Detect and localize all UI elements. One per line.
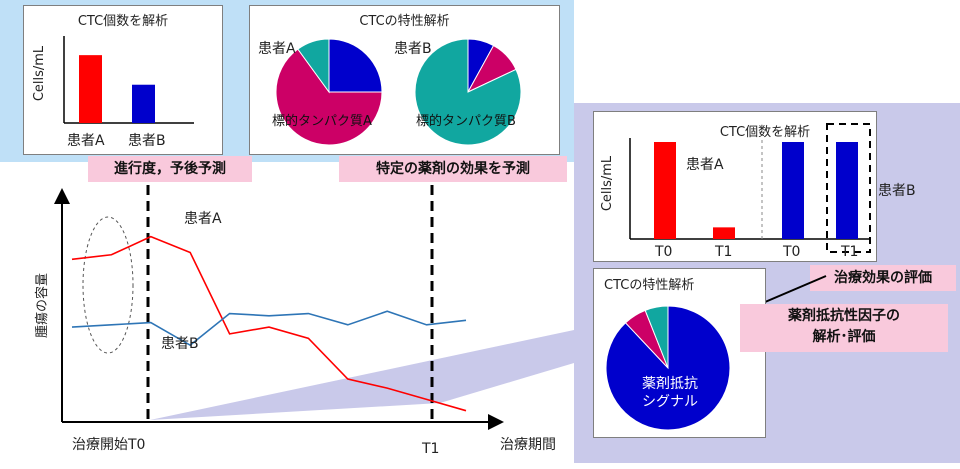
- pie-label-line2: シグナル: [642, 394, 698, 410]
- ctc-characteristics-panel-right: CTCの特性解析 薬剤抵抗 シグナル: [593, 268, 766, 438]
- right-patient-b-label: 患者B: [878, 183, 916, 199]
- pie-charts: [275, 38, 522, 146]
- bar-3: [836, 142, 858, 239]
- panel-title: CTC個数を解析: [77, 14, 169, 29]
- bar-1: [713, 227, 735, 239]
- tick-t1-b: T1: [841, 244, 859, 260]
- bar-a: [79, 55, 102, 123]
- pie-b-patient-label: 患者B: [394, 41, 432, 57]
- treatment-evaluation-box: 治療効果の評価: [810, 265, 956, 291]
- ctc-characteristics-panel: CTCの特性解析 患者A 標的タンパク質A 患者B 標的タンパク質B: [249, 5, 560, 155]
- pie-b-slice-label: 標的タンパク質B: [416, 114, 516, 129]
- pie-a-slice-0: [328, 38, 383, 93]
- panel-title: CTCの特性解析: [604, 278, 695, 293]
- resistance-factor-box: 薬剤抵抗性因子の 解析･評価: [740, 304, 948, 352]
- tick-t0-a: T0: [655, 244, 673, 260]
- progress-prediction-box: 進行度，予後予測: [88, 156, 252, 182]
- callout-wedge: [150, 330, 574, 420]
- x-tick-label-b: 患者B: [128, 133, 166, 149]
- series-line-b: [71, 310, 467, 347]
- ctc-count-panel: CTC個数を解析 Cells/mL 患者A 患者B: [23, 5, 223, 155]
- t1-label: T1: [422, 441, 440, 457]
- panel-title: CTC個数を解析: [719, 125, 811, 140]
- panel-title: CTCの特性解析: [359, 14, 450, 29]
- pie-b-slice-2: [414, 38, 522, 146]
- resistance-line2: 解析･評価: [812, 329, 876, 345]
- series-a-label: 患者A: [184, 211, 222, 227]
- tick-t0-b: T0: [783, 244, 801, 260]
- pie-a-slice-label: 標的タンパク質A: [272, 114, 372, 129]
- bar-2: [782, 142, 804, 239]
- series-b-label: 患者B: [161, 336, 199, 352]
- resistance-line1: 薬剤抵抗性因子の: [788, 308, 900, 324]
- pie-right-slice-2: [644, 305, 669, 369]
- patient-a-label: 患者A: [686, 157, 724, 173]
- main-x-axis-label: 治療期間: [500, 437, 556, 453]
- x-tick-label-a: 患者A: [67, 133, 105, 149]
- pie-label-line1: 薬剤抵抗: [642, 376, 698, 392]
- tick-t1-a: T1: [715, 244, 733, 260]
- bar-chart: [63, 36, 194, 124]
- drug-effect-prediction-box: 特定の薬剤の効果を予測: [339, 156, 567, 182]
- pie-a-slice-1: [275, 48, 383, 146]
- pie-chart: [605, 305, 731, 431]
- bar-b: [132, 84, 155, 123]
- t0-label: 治療開始T0: [72, 437, 146, 453]
- pie-a-patient-label: 患者A: [258, 41, 296, 57]
- bar-chart: [629, 123, 871, 253]
- series-line-a: [71, 235, 467, 412]
- ctc-count-time-panel: CTC個数を解析 Cells/mL 患者A T0 T1 T0 T1: [593, 111, 877, 262]
- bar-0: [654, 142, 676, 239]
- early-phase-ellipse: [82, 216, 134, 354]
- highlight-box: [826, 123, 871, 253]
- pie-a-slice-2: [297, 38, 330, 94]
